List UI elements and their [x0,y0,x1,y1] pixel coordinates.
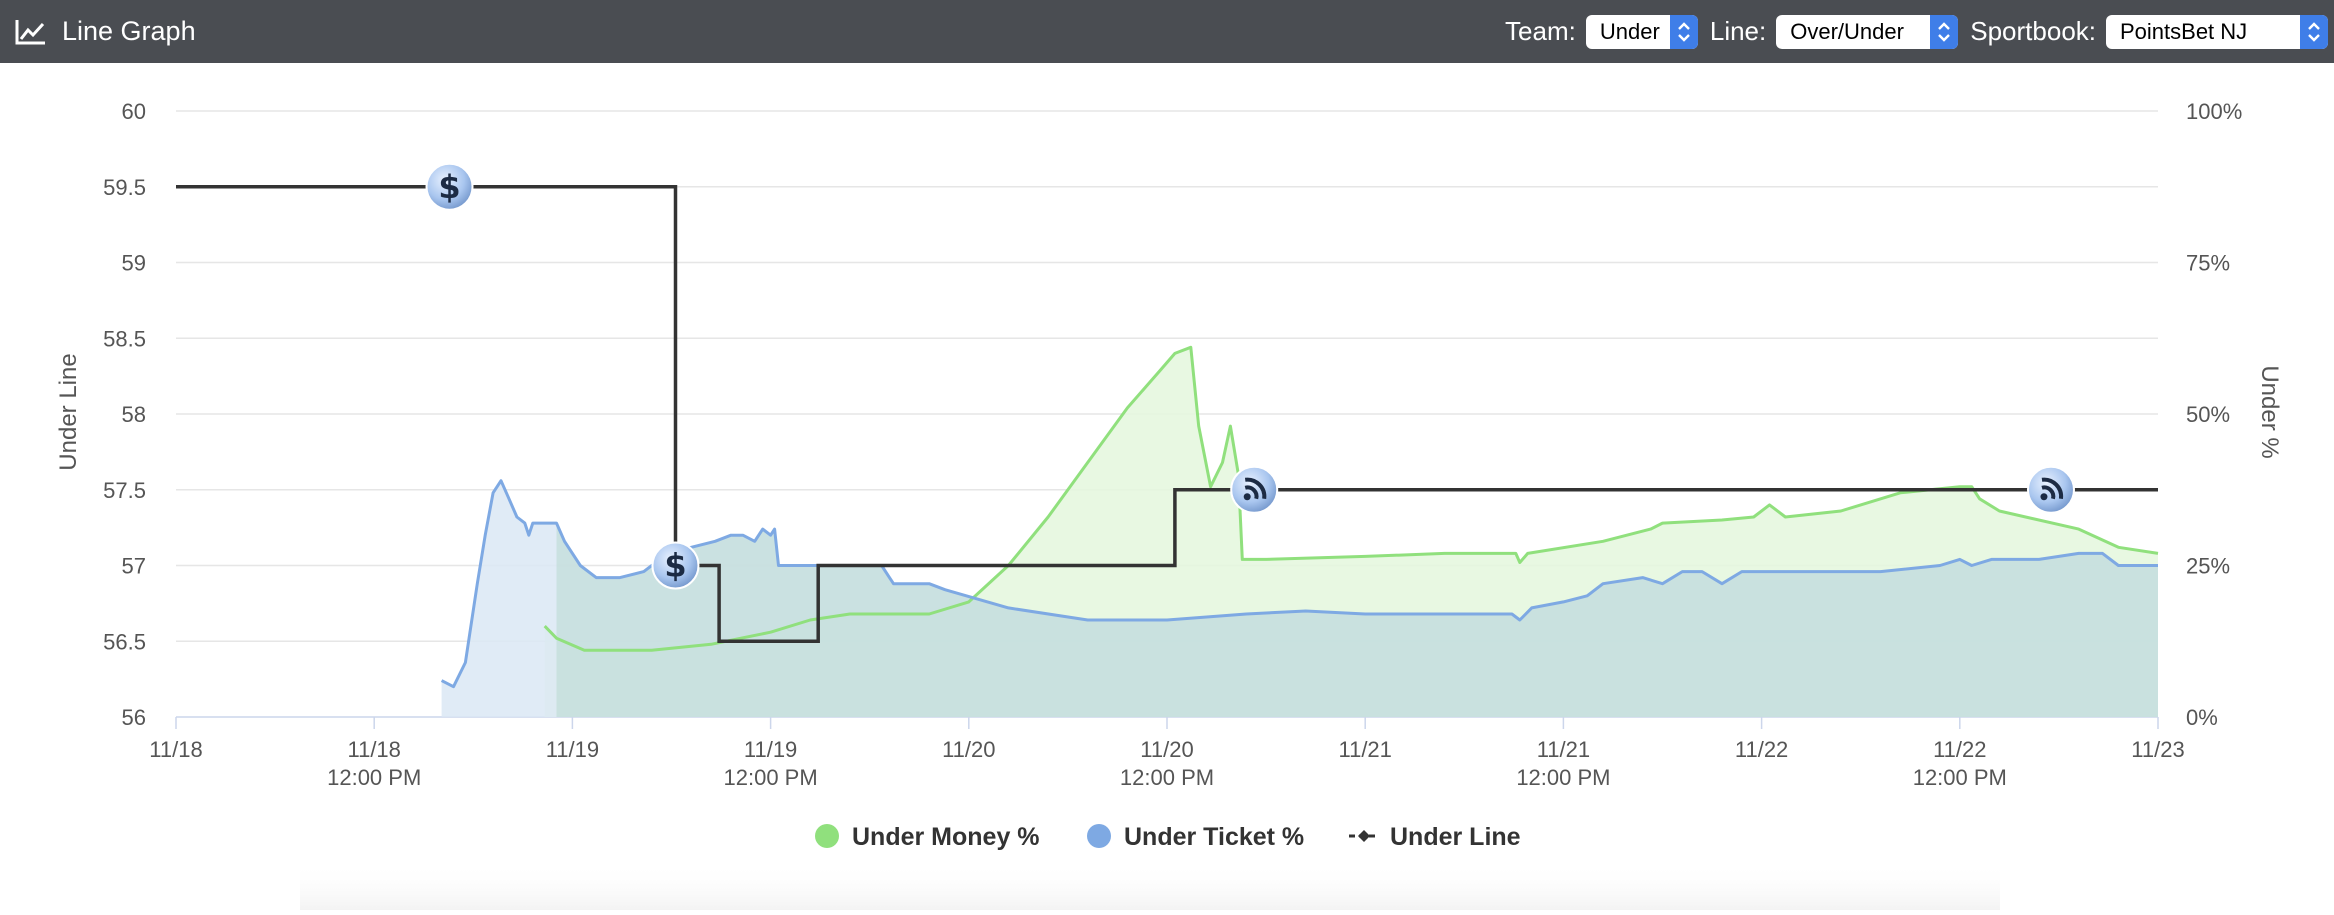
y-left-tick-label: 60 [122,99,146,124]
y-left-tick-label: 58.5 [103,326,146,351]
x-tick-label-time: 12:00 PM [327,765,421,790]
sportsbook-select-value: PointsBet NJ [2120,18,2248,44]
x-tick-label-time: 12:00 PM [1120,765,1214,790]
under-line-series [176,185,2158,644]
chevron-up-down-icon [2300,14,2328,49]
y-left-tick-label: 57 [122,554,146,579]
x-tick-label: 11/20 [1140,737,1193,762]
x-tick-label: 11/20 [942,737,995,762]
y-right-tick-label: 50% [2186,402,2230,427]
y-right-tick-label: 100% [2186,99,2242,124]
legend: Under Money % Under Ticket % Under Line [815,823,1521,851]
dollar-icon[interactable]: $ [425,162,474,211]
line-select-value: Over/Under [1790,18,1904,44]
line-chart: $$ 5656.55757.55858.55959.5600%25%50%75%… [55,99,2283,910]
x-tick-label: 11/18 [347,737,400,762]
x-tick-label: 11/18 [149,737,202,762]
legend-swatch-under-ticket [1087,824,1111,848]
y-right-tick-label: 75% [2186,251,2230,276]
chart-bottom-fade [300,863,2000,910]
y-right-axis-title: Under % [2256,365,2283,458]
legend-label-under-money: Under Money % [852,823,1040,851]
legend-swatch-under-money [815,824,839,848]
overlap-area [556,523,2158,717]
dollar-icon-bg [425,162,474,211]
y-left-tick-label: 58 [122,402,146,427]
rss-icon[interactable] [1230,465,1279,514]
legend-item-under-line[interactable]: Under Line [1349,823,1521,851]
dollar-glyph: $ [438,168,460,206]
x-tick-label: 11/19 [546,737,599,762]
x-tick-label-time: 12:00 PM [1913,765,2007,790]
sportsbook-select[interactable]: PointsBet NJ [2106,14,2328,49]
chart-controls: Team: Under Line: Over/Under Sportbook: … [1505,0,2328,63]
under-money-line [543,345,2159,652]
team-label: Team: [1505,16,1576,46]
series-areas [441,347,2159,717]
y-right-tick-label: 25% [2186,554,2230,579]
x-tick-label: 11/22 [1933,737,1986,762]
title-wrap: Line Graph [14,0,196,63]
y-left-tick-label: 56 [122,705,146,730]
line-chart-icon [15,19,45,44]
sportsbook-label: Sportbook: [1970,16,2096,46]
x-tick-label: 11/21 [1537,737,1590,762]
legend-diamond-icon [1358,830,1370,842]
page-title: Line Graph [62,16,196,46]
legend-item-under-money[interactable]: Under Money % [815,823,1040,851]
line-select[interactable]: Over/Under [1776,14,1959,49]
rss-arc [1244,485,1259,500]
series-lines [176,185,2159,689]
rss-arc [1244,477,1267,499]
dollar-icon[interactable]: $ [651,541,700,590]
y-left-tick-label: 56.5 [103,629,146,654]
legend-item-under-ticket[interactable]: Under Ticket % [1087,823,1304,851]
chevron-up-down-icon [1669,14,1698,49]
axis-ticks: 56 56.5 57 57.5 58 58.5 59 59.5 60 0% 25% 50% 75% 100… [103,99,2242,790]
x-tick-label: 11/22 [1735,737,1788,762]
rss-arc [2041,485,2056,500]
chevron-up-down-icon [1930,14,1959,49]
dollar-glyph: $ [664,547,686,585]
legend-label-under-line: Under Line [1390,823,1521,851]
legend-label-under-ticket: Under Ticket % [1124,823,1304,851]
under-ticket-line [440,479,2158,689]
x-tick-label-time: 12:00 PM [724,765,818,790]
rss-dot [2040,493,2048,501]
chart-markers: $$ [425,162,2075,590]
rss-dot [1243,493,1251,501]
y-right-tick-label: 0% [2186,705,2218,730]
y-left-tick-label: 59 [122,251,146,276]
chart-area: $ $ 56 56.5 57 57.5 58 58.5 59 59.5 60 0% 25% 50% 75%… [0,63,2334,910]
team-select-value: Under [1599,18,1660,44]
x-tick-label: 11/19 [744,737,797,762]
x-tick-label: 11/23 [2131,737,2184,762]
x-tick-label-time: 12:00 PM [1516,765,1610,790]
y-left-tick-label: 59.5 [103,175,146,200]
x-tick-label: 11/21 [1338,737,1391,762]
rss-arc [2041,477,2064,499]
dollar-icon-bg [651,541,700,590]
rss-icon[interactable] [2026,465,2075,514]
team-select[interactable]: Under [1585,14,1698,49]
top-bar: Line Graph Team: Under Line: Over/Under … [0,0,2334,63]
y-left-tick-label: 57.5 [103,478,146,503]
line-label: Line: [1709,16,1767,46]
y-left-axis-title: Under Line [55,353,82,470]
